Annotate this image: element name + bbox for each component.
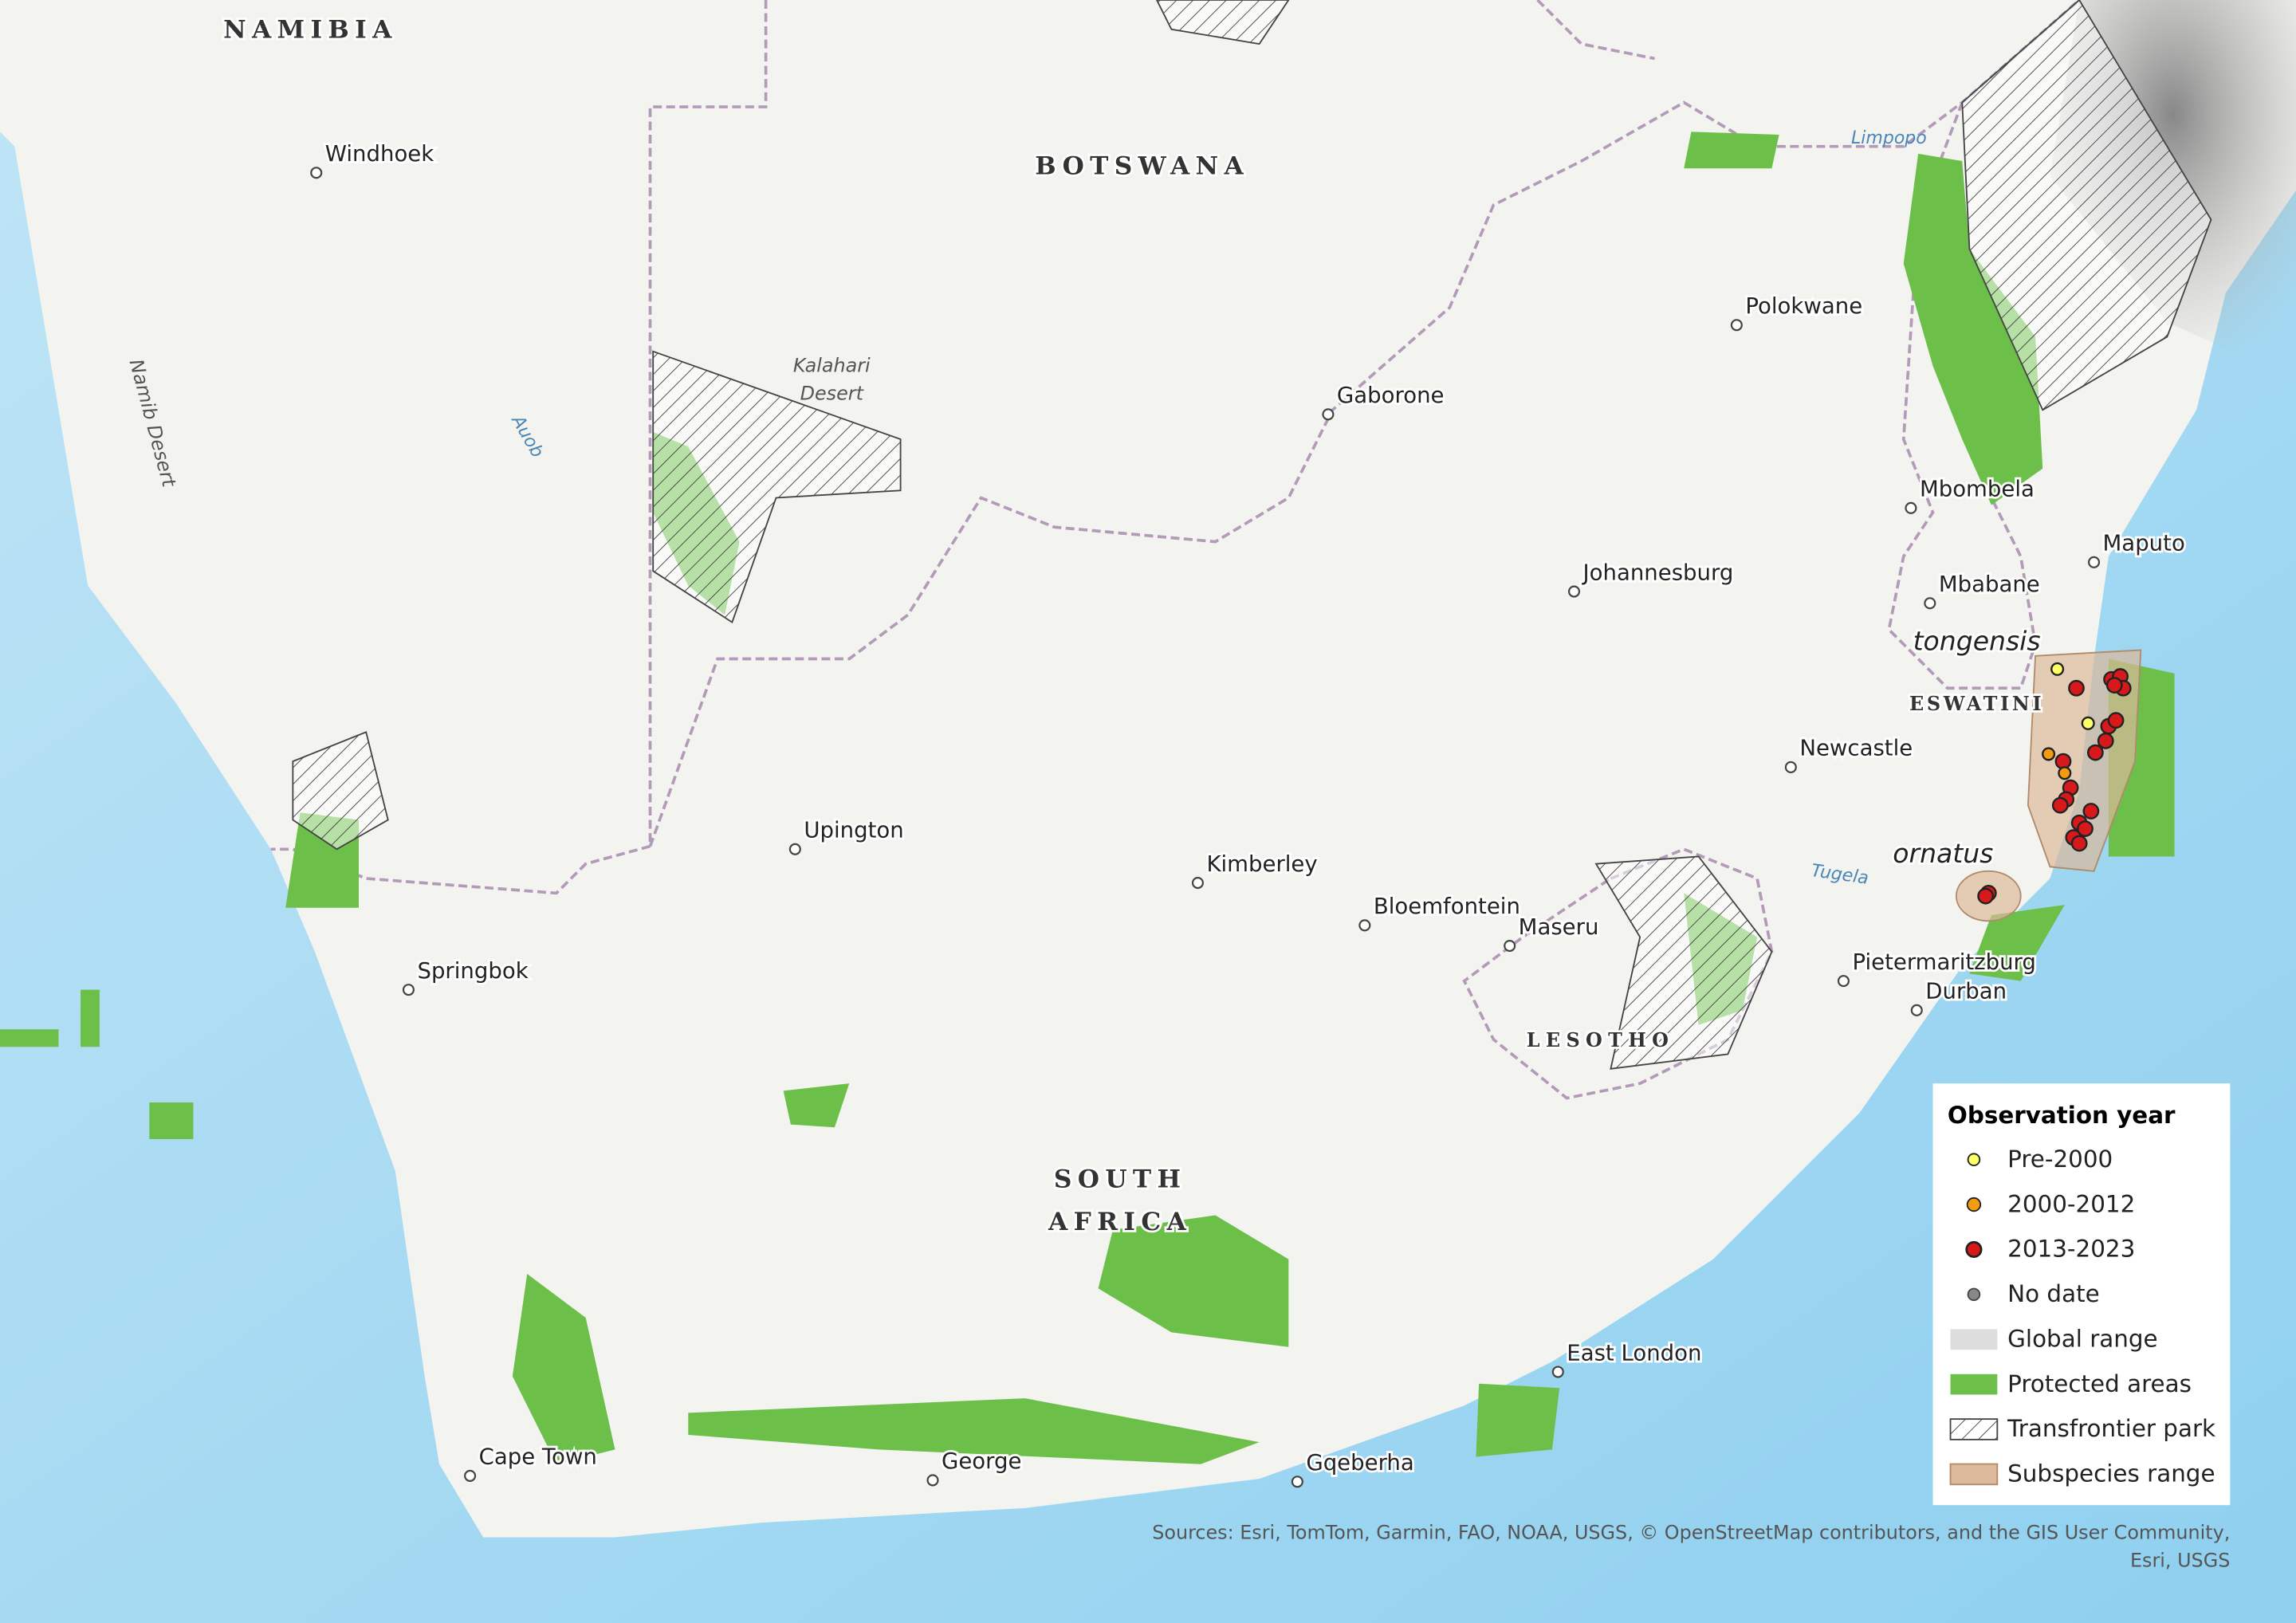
subspecies-label: tongensis	[1913, 626, 2041, 657]
observation	[2107, 712, 2125, 729]
city-dot	[1551, 1366, 1564, 1378]
city-dot	[464, 1469, 477, 1482]
legend-label: Subspecies range	[2007, 1460, 2215, 1487]
subspecies-label: ornatus	[1893, 838, 1993, 869]
city-label: Mbabane	[1939, 572, 2040, 597]
legend-symbol	[1949, 1463, 1999, 1486]
river-label: Limpopo	[1851, 128, 1927, 148]
city-dot	[926, 1474, 939, 1487]
city-dot	[1358, 919, 1371, 932]
legend-symbol	[1950, 1373, 1998, 1395]
city-label: Cape Town	[479, 1444, 597, 1470]
city-label: Windhoek	[325, 141, 434, 167]
legend-symbol	[1950, 1329, 1998, 1350]
legend-item: Protected areas	[1950, 1370, 2192, 1397]
legend-item: No date	[1967, 1280, 2100, 1307]
observation	[2051, 796, 2069, 814]
city-dot	[2088, 556, 2101, 568]
attribution: Esri, USGS	[2130, 1549, 2230, 1571]
legend-item: Subspecies range	[1949, 1460, 2215, 1487]
city-label: Gqeberha	[1306, 1450, 1413, 1476]
observation	[2042, 747, 2056, 761]
legend-label: Global range	[2007, 1325, 2157, 1352]
legend-item: Pre-2000	[1967, 1146, 2113, 1173]
observation	[2097, 733, 2114, 749]
legend-label: No date	[2007, 1280, 2100, 1307]
borders	[270, 0, 2081, 1100]
observation	[2070, 835, 2088, 852]
city-dot	[1784, 760, 1797, 773]
city-label: Kimberley	[1206, 851, 1317, 877]
observation	[2077, 820, 2094, 837]
city-dot	[1191, 877, 1204, 890]
country-label: AFRICA	[1048, 1208, 1192, 1236]
legend-item: 2013-2023	[1965, 1236, 2135, 1263]
city-dot	[1504, 939, 1516, 953]
legend-item: 2000-2012	[1966, 1190, 2135, 1217]
transfrontier-parks	[292, 0, 2212, 1070]
city-dot	[1567, 585, 1581, 598]
city-label: Mbombela	[1920, 477, 2035, 502]
attribution: Sources: Esri, TomTom, Garmin, FAO, NOAA…	[1152, 1521, 2230, 1543]
legend-symbol	[1949, 1418, 1999, 1440]
observation	[2058, 766, 2072, 780]
city-dot	[1837, 975, 1850, 988]
city-label: Maseru	[1519, 914, 1599, 940]
city-dot	[1924, 597, 1936, 610]
city-label: Polokwane	[1745, 293, 1862, 319]
country-label: LESOTHO	[1527, 1029, 1675, 1051]
city-label: Maputo	[2103, 531, 2185, 556]
city-label: Gaborone	[1337, 383, 1445, 408]
city-dot	[1905, 501, 1917, 514]
observation	[2082, 803, 2100, 819]
observation	[1977, 887, 1994, 905]
observations	[1977, 662, 2132, 905]
legend-label: Transfrontier park	[2007, 1415, 2215, 1442]
legend-label: Pre-2000	[2007, 1146, 2113, 1173]
country-label: NAMIBIA	[223, 16, 398, 45]
country-label: ESWATINI	[1909, 693, 2044, 715]
legend: Observation year Pre-2000 2000-2012 2013-2…	[1932, 1083, 2231, 1506]
observation	[2081, 716, 2095, 730]
city-label: George	[942, 1448, 1021, 1474]
city-label: Pietermaritzburg	[1852, 949, 2035, 975]
city-dot	[788, 843, 801, 855]
city-label: Durban	[1925, 979, 2007, 1004]
legend-symbol	[1966, 1197, 1982, 1212]
legend-item: Transfrontier park	[1949, 1415, 2215, 1442]
observation	[2086, 744, 2104, 761]
country-label: BOTSWANA	[1035, 152, 1249, 181]
city-label: Upington	[804, 818, 903, 843]
feature-label: Desert	[800, 382, 865, 404]
city-dot	[1910, 1004, 1923, 1016]
legend-title: Observation year	[1948, 1102, 2176, 1129]
legend-label: Protected areas	[2007, 1370, 2192, 1397]
city-dot	[402, 984, 415, 996]
cities: Windhoek Gaborone Polokwane Mbombela Johanne…	[310, 139, 2188, 1488]
subspecies-ranges	[1955, 649, 2142, 922]
city-label: Johannesburg	[1582, 560, 1734, 585]
observation	[2068, 679, 2085, 697]
city-dot	[1322, 408, 1335, 421]
land	[0, 0, 2296, 1538]
city-dot	[1730, 319, 1743, 332]
legend-item: Global range	[1950, 1325, 2158, 1352]
city-dot	[1291, 1476, 1303, 1488]
legend-symbol	[1967, 1287, 1981, 1302]
legend-symbol	[1967, 1153, 1981, 1166]
observation	[2105, 677, 2123, 694]
feature-label: Kalahari	[793, 355, 871, 377]
country-label: SOUTH	[1054, 1165, 1186, 1194]
legend-symbol	[1965, 1240, 1983, 1259]
city-label: Bloemfontein	[1374, 894, 1520, 919]
legend-label: 2000-2012	[2007, 1190, 2135, 1217]
observation	[2050, 662, 2065, 676]
city-dot	[310, 167, 323, 179]
city-label: East London	[1567, 1340, 1701, 1366]
city-label: Springbok	[417, 958, 528, 984]
city-label: Newcastle	[1799, 736, 1913, 761]
legend-label: 2013-2023	[2007, 1236, 2135, 1263]
